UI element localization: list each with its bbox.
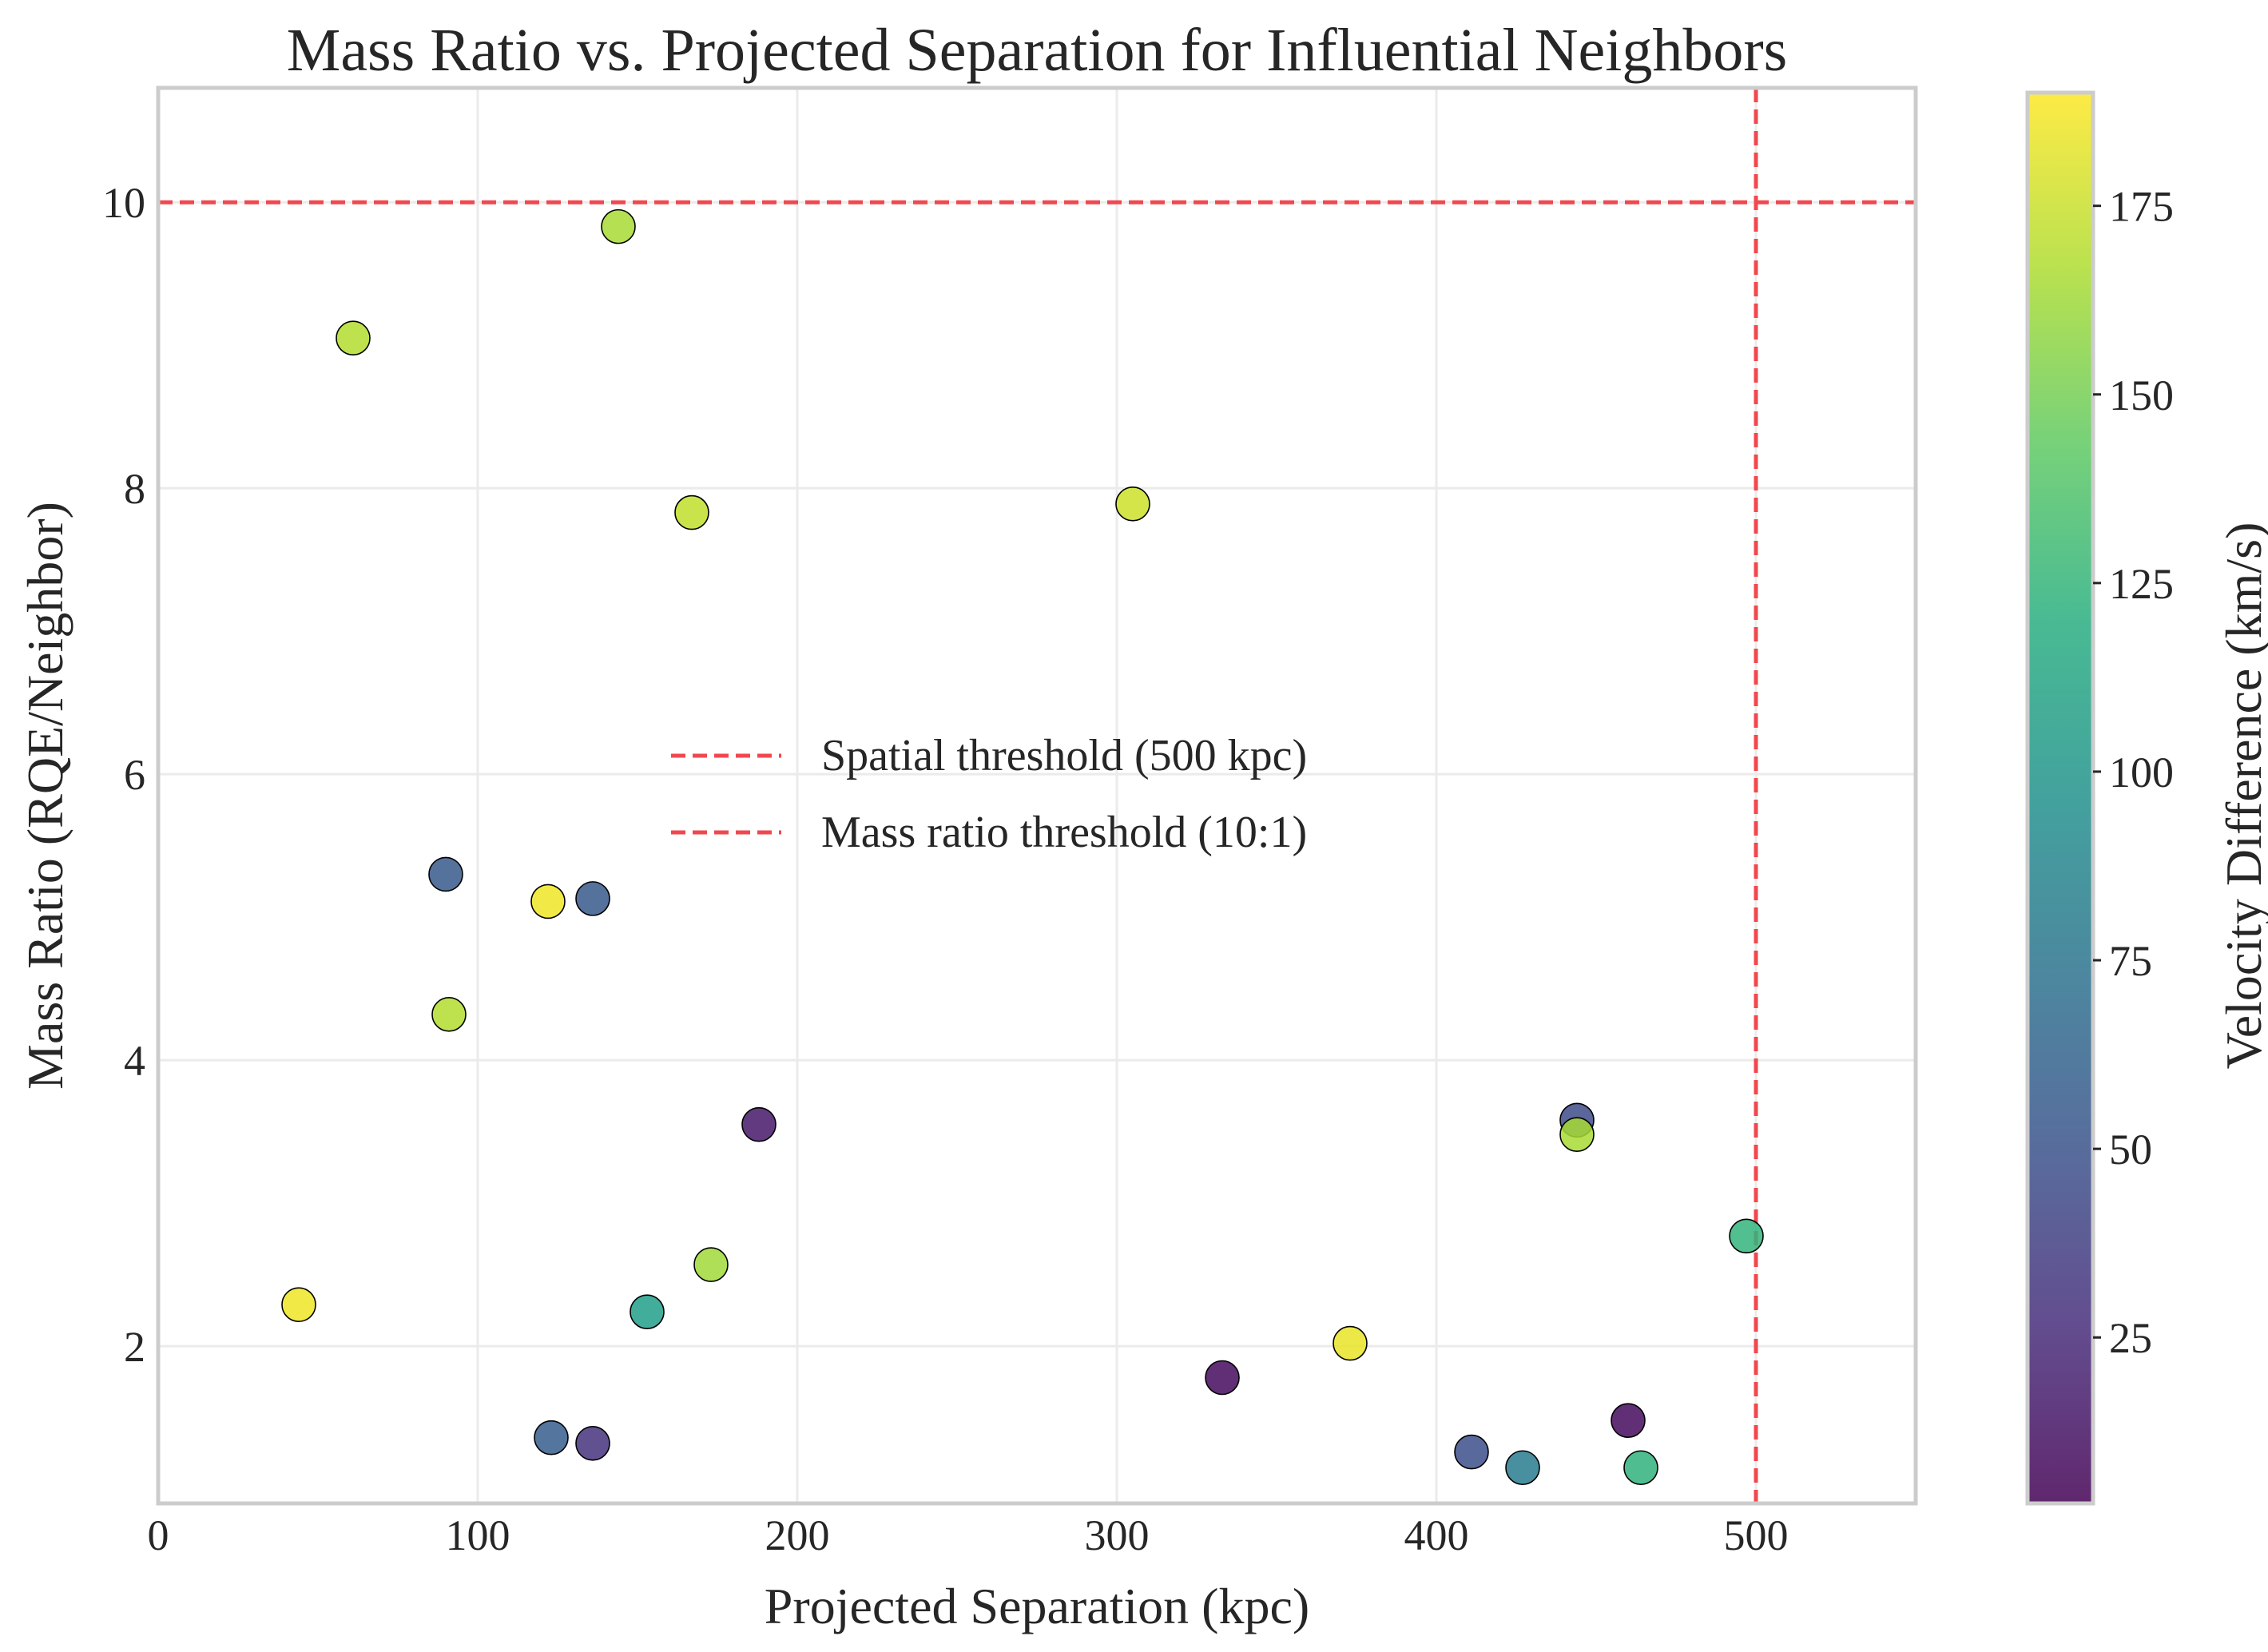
y-tick-label: 6: [124, 751, 145, 799]
scatter-point: [1505, 1450, 1540, 1486]
scatter-point: [428, 856, 463, 892]
data-points: [281, 208, 1764, 1486]
colorbar-gradient: [2028, 93, 2093, 1503]
y-tick-label: 4: [124, 1037, 145, 1085]
x-tick-label: 200: [765, 1511, 830, 1559]
x-axis-ticks: 0 100 200 300 400 500: [148, 1511, 1789, 1559]
scatter-point: [1623, 1450, 1658, 1486]
colorbar-tick-label: 125: [2109, 560, 2174, 608]
scatter-point: [431, 997, 467, 1032]
scatter-point: [575, 881, 610, 916]
colorbar-ticks: 25 50 75 100 125 150 175: [2093, 183, 2174, 1362]
colorbar-frame: [2025, 90, 2095, 1506]
scatter-point: [1115, 486, 1150, 522]
legend-label-mass: Mass ratio threshold (10:1): [821, 808, 1307, 857]
y-tick-label: 2: [124, 1323, 145, 1371]
x-tick-label: 0: [148, 1511, 169, 1559]
scatter-point: [1729, 1218, 1764, 1254]
x-tick-label: 100: [446, 1511, 510, 1559]
scatter-point: [534, 1420, 569, 1455]
x-tick-label: 300: [1085, 1511, 1150, 1559]
colorbar-tick-label: 50: [2109, 1126, 2152, 1173]
scatter-point: [530, 884, 566, 919]
colorbar-label: Velocity Difference (km/s): [2215, 522, 2268, 1070]
colorbar: 25 50 75 100 125 150 175 Velocity Difference (…: [2025, 90, 2268, 1506]
grid: [157, 88, 1916, 1503]
scatter-point: [1454, 1434, 1489, 1470]
scatter-point: [281, 1287, 316, 1323]
scatter-point: [1611, 1403, 1646, 1438]
x-tick-label: 500: [1724, 1511, 1789, 1559]
colorbar-tick-label: 100: [2109, 749, 2174, 796]
y-axis-ticks: 2 4 6 8 10: [102, 179, 145, 1371]
scatter-point: [741, 1106, 777, 1142]
scatter-point: [693, 1247, 729, 1282]
threshold-lines: [158, 88, 1916, 1503]
scatter-point: [575, 1426, 610, 1461]
scatter-point: [1205, 1360, 1240, 1396]
y-tick-label: 8: [124, 465, 145, 513]
y-axis-label: Mass Ratio (RQE/Neighbor): [17, 502, 73, 1090]
colorbar-tick-label: 75: [2109, 937, 2152, 985]
colorbar-tick-label: 175: [2109, 183, 2174, 231]
x-tick-label: 400: [1404, 1511, 1469, 1559]
scatter-point: [674, 494, 709, 530]
scatter-point: [1559, 1117, 1595, 1153]
scatter-point: [1333, 1325, 1368, 1361]
scatter-point: [630, 1294, 665, 1329]
plot-frame: [156, 85, 1918, 1506]
legend: Spatial threshold (500 kpc) Mass ratio t…: [671, 731, 1307, 857]
colorbar-tick-label: 25: [2109, 1314, 2152, 1362]
colorbar-tick-label: 150: [2109, 371, 2174, 419]
x-axis-label: Projected Separation (kpc): [765, 1578, 1309, 1634]
y-tick-label: 10: [102, 179, 145, 227]
scatter-point: [601, 208, 636, 244]
scatter-point: [336, 320, 371, 356]
chart-title: Mass Ratio vs. Projected Separation for …: [287, 17, 1787, 84]
legend-label-spatial: Spatial threshold (500 kpc): [821, 731, 1307, 780]
